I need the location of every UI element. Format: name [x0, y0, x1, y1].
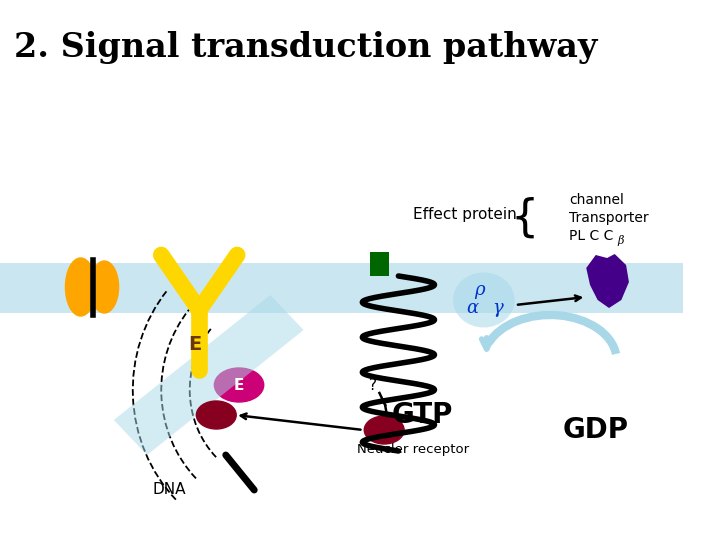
- Text: GDP: GDP: [563, 416, 629, 444]
- Text: Neucler receptor: Neucler receptor: [356, 443, 469, 456]
- Text: channel: channel: [570, 193, 624, 207]
- Text: γ: γ: [492, 299, 503, 317]
- Text: β: β: [618, 234, 624, 246]
- Bar: [0, 263, 683, 313]
- Polygon shape: [586, 254, 629, 308]
- Text: ρ: ρ: [474, 281, 485, 299]
- Polygon shape: [114, 295, 304, 455]
- Ellipse shape: [90, 261, 119, 313]
- Text: Transporter: Transporter: [570, 211, 649, 225]
- Text: GTP: GTP: [392, 401, 453, 429]
- Text: α: α: [467, 299, 479, 317]
- Text: E: E: [234, 377, 244, 393]
- Text: DNA: DNA: [152, 483, 186, 497]
- Text: PL C C: PL C C: [570, 229, 613, 243]
- Text: 2. Signal transduction pathway: 2. Signal transduction pathway: [14, 31, 598, 64]
- Text: Effect protein: Effect protein: [413, 207, 517, 222]
- Ellipse shape: [364, 416, 404, 444]
- Text: ?: ?: [369, 377, 377, 393]
- Ellipse shape: [453, 273, 515, 327]
- Text: {: {: [510, 197, 539, 240]
- Ellipse shape: [215, 368, 264, 402]
- Ellipse shape: [66, 258, 96, 316]
- Text: E: E: [188, 335, 201, 354]
- Bar: [370, 252, 389, 276]
- Ellipse shape: [197, 401, 236, 429]
